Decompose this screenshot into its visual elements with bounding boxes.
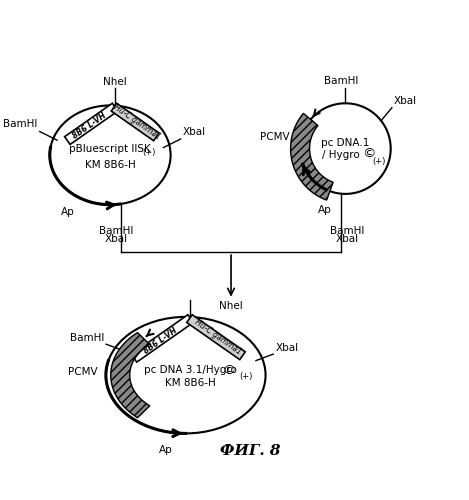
Text: (+): (+) — [240, 372, 253, 380]
Text: Hu-C gamma1: Hu-C gamma1 — [112, 102, 162, 142]
Text: 8B6 L-VH: 8B6 L-VH — [142, 326, 179, 356]
Text: PCMV: PCMV — [68, 367, 97, 377]
Text: pc DNA.1: pc DNA.1 — [321, 138, 370, 148]
Text: BamHI: BamHI — [330, 226, 365, 235]
Text: KM 8B6-H: KM 8B6-H — [85, 160, 136, 170]
Text: (+): (+) — [373, 157, 386, 166]
Text: XbaI: XbaI — [105, 234, 128, 244]
Text: BamHI: BamHI — [70, 333, 104, 343]
Text: PCMV: PCMV — [260, 132, 289, 142]
Text: 8B6 L-VH: 8B6 L-VH — [71, 111, 107, 141]
Text: (+): (+) — [143, 148, 156, 158]
Polygon shape — [111, 332, 150, 418]
Text: XbaI: XbaI — [275, 343, 299, 353]
Text: XbaI: XbaI — [183, 127, 206, 137]
Text: ©: © — [222, 364, 235, 378]
Text: ©: © — [363, 148, 376, 160]
Polygon shape — [65, 104, 118, 144]
Text: pc DNA 3.1/Hygro: pc DNA 3.1/Hygro — [144, 365, 236, 375]
Text: BamHI: BamHI — [3, 120, 38, 130]
Text: / Hygro: / Hygro — [322, 150, 360, 160]
Text: KM 8B6-H: KM 8B6-H — [165, 378, 215, 388]
Text: BamHI: BamHI — [99, 226, 134, 235]
Text: Hu-C gamma1: Hu-C gamma1 — [193, 318, 243, 356]
Text: XbaI: XbaI — [394, 96, 417, 106]
Text: BamHI: BamHI — [324, 76, 358, 86]
Polygon shape — [187, 314, 245, 360]
Text: Ap: Ap — [159, 446, 173, 456]
Text: NheI: NheI — [103, 77, 126, 87]
Text: Ap: Ap — [61, 207, 75, 217]
Polygon shape — [111, 104, 159, 141]
Text: pBluescript IISK: pBluescript IISK — [69, 144, 151, 154]
Polygon shape — [291, 114, 333, 200]
Text: ФИГ. 8: ФИГ. 8 — [220, 444, 281, 458]
Text: XbaI: XbaI — [336, 234, 359, 244]
Polygon shape — [131, 314, 193, 362]
Text: NheI: NheI — [219, 301, 243, 311]
Text: Ap: Ap — [318, 204, 332, 214]
